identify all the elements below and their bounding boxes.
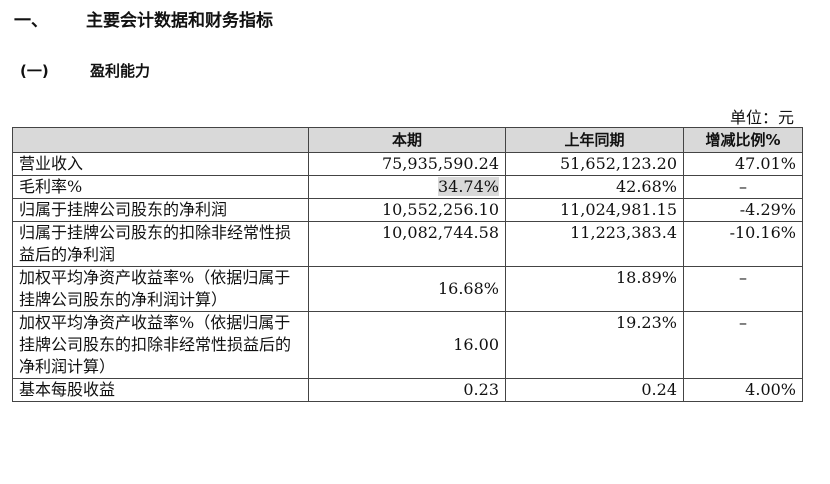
subsection-number: (一) [20,62,49,80]
table-row: 基本每股收益 0.23 0.24 4.00% [12,378,803,402]
cell-change: -10.16% [683,221,803,267]
cell-previous: 11,223,383.4 [505,221,684,267]
cell-current: 10,082,744.58 [308,221,506,267]
cell-current: 16.00 [308,311,506,379]
section-number: 一、 [14,11,48,31]
subsection-title: 盈利能力 [90,62,151,80]
table-row: 加权平均净资产收益率%（依据归属于挂牌公司股东的扣除非经常性损益后的净利润计算）… [12,311,803,379]
cell-change: 47.01% [683,152,803,176]
cell-current: 75,935,590.24 [308,152,506,176]
cell-current: 34.74% [308,175,506,199]
cell-current: 0.23 [308,378,506,402]
cell-previous: 11,024,981.15 [505,198,684,222]
table-row: 毛利率% 34.74% 42.68% – [12,175,803,199]
highlighted-value: 34.74% [437,177,499,196]
cell-change: – [683,311,803,379]
cell-previous: 19.23% [505,311,684,379]
table-row: 归属于挂牌公司股东的净利润 10,552,256.10 11,024,981.1… [12,198,803,222]
row-label: 归属于挂牌公司股东的净利润 [12,198,309,222]
section-title: 主要会计数据和财务指标 [86,11,273,31]
cell-previous: 18.89% [505,266,684,312]
header-current: 本期 [308,127,506,153]
row-label: 加权平均净资产收益率%（依据归属于挂牌公司股东的扣除非经常性损益后的净利润计算） [12,311,309,379]
table-row: 营业收入 75,935,590.24 51,652,123.20 47.01% [12,152,803,176]
row-label: 毛利率% [12,175,309,199]
subsection-heading: (一) 盈利能力 [20,60,150,81]
header-item [12,127,309,153]
cell-change: 4.00% [683,378,803,402]
section-heading: 一、 主要会计数据和财务指标 [14,6,273,31]
header-row: 本期 上年同期 增减比例% [12,127,803,153]
row-label: 加权平均净资产收益率%（依据归属于挂牌公司股东的净利润计算） [12,266,309,312]
cell-previous: 42.68% [505,175,684,199]
cell-current: 16.68% [308,266,506,312]
cell-change: -4.29% [683,198,803,222]
row-label: 营业收入 [12,152,309,176]
header-change: 增减比例% [683,127,803,153]
financial-table: 本期 上年同期 增减比例% 营业收入 75,935,590.24 51,652,… [12,127,803,402]
row-label: 归属于挂牌公司股东的扣除非经常性损益后的净利润 [12,221,309,267]
header-previous: 上年同期 [505,127,684,153]
cell-previous: 51,652,123.20 [505,152,684,176]
cell-previous: 0.24 [505,378,684,402]
row-label: 基本每股收益 [12,378,309,402]
table-row: 加权平均净资产收益率%（依据归属于挂牌公司股东的净利润计算） 16.68% 18… [12,266,803,312]
cell-change: – [683,175,803,199]
cell-current: 10,552,256.10 [308,198,506,222]
table-row: 归属于挂牌公司股东的扣除非经常性损益后的净利润 10,082,744.58 11… [12,221,803,267]
unit-label: 单位：元 [729,108,794,127]
cell-change: – [683,266,803,312]
